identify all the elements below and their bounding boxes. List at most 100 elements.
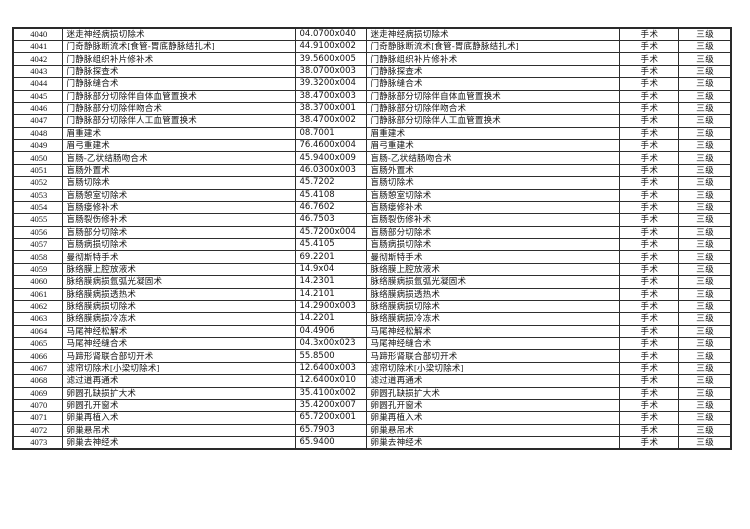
procedure-name: 盲肠瘘修补术 xyxy=(61,200,296,215)
row-number: 4050 xyxy=(12,151,63,165)
table-row: 4064 马尾神经松解术 04.4906 马尾神经松解术 手术 三级 xyxy=(12,324,732,339)
operation-type: 手术 xyxy=(618,275,679,289)
procedure-name-duplicate: 门静脉部分切除伴人工血管置换术 xyxy=(365,114,620,128)
procedure-name-duplicate: 脉络膜病损切除术 xyxy=(365,299,620,314)
table-row: 4073 卵巢去神经术 65.9400 卵巢去神经术 手术 三级 xyxy=(12,436,732,450)
procedure-code: 38.3700x001 xyxy=(294,101,367,116)
table-row: 4058 曼彻斯特手术 69.2201 曼彻斯特手术 手术 三级 xyxy=(12,250,732,264)
procedure-code: 35.4200x007 xyxy=(294,398,367,413)
operation-type: 手术 xyxy=(618,151,679,165)
operation-level: 三级 xyxy=(677,349,732,363)
procedure-name-duplicate: 盲肠病损切除术 xyxy=(365,237,620,252)
procedure-name-duplicate: 盲肠-乙状结肠吻合术 xyxy=(365,151,620,165)
table-row: 4051 盲肠外置术 46.0300x003 盲肠外置术 手术 三级 xyxy=(12,163,732,178)
procedure-name-duplicate: 盲肠部分切除术 xyxy=(365,225,620,240)
operation-level: 三级 xyxy=(677,299,732,314)
operation-type: 手术 xyxy=(618,386,679,400)
row-number: 4044 xyxy=(12,77,63,91)
procedure-code: 38.4700x003 xyxy=(294,89,367,103)
row-number: 4056 xyxy=(12,225,63,240)
table-row: 4067 滤帘切除术[小梁切除术] 12.6400x003 滤帘切除术[小梁切除… xyxy=(12,361,732,376)
procedure-name-duplicate: 滤过道再通术 xyxy=(365,374,620,388)
procedure-code: 04.4906 xyxy=(294,324,367,339)
operation-level: 三级 xyxy=(677,237,732,252)
procedure-code: 39.5600x005 xyxy=(294,52,367,66)
procedure-code: 76.4600x004 xyxy=(294,138,367,153)
row-number: 4070 xyxy=(12,398,63,413)
procedure-code: 12.6400x003 xyxy=(294,361,367,376)
operation-type: 手术 xyxy=(618,374,679,388)
table-row: 4040 迷走神经病损切除术 04.0700x040 迷走神经病损切除术 手术 … xyxy=(12,27,732,41)
row-number: 4072 xyxy=(12,423,63,438)
procedure-name-duplicate: 滤帘切除术[小梁切除术] xyxy=(365,361,620,376)
procedure-code: 12.6400x010 xyxy=(294,374,367,388)
procedure-name: 盲肠-乙状结肠吻合术 xyxy=(61,151,296,165)
table-row: 4046 门静脉部分切除伴吻合术 38.3700x001 门静脉部分切除伴吻合术… xyxy=(12,101,732,116)
procedure-table-body: 4040 迷走神经病损切除术 04.0700x040 迷走神经病损切除术 手术 … xyxy=(12,27,732,450)
procedure-name: 脉络膜病损透热术 xyxy=(61,287,296,301)
procedure-code: 55.8500 xyxy=(294,349,367,363)
procedure-name-duplicate: 眉弓重建术 xyxy=(365,138,620,153)
procedure-code: 04.3x00x023 xyxy=(294,336,367,351)
table-row: 4054 盲肠瘘修补术 46.7602 盲肠瘘修补术 手术 三级 xyxy=(12,200,732,215)
row-number: 4062 xyxy=(12,299,63,314)
procedure-code: 14.2301 xyxy=(294,275,367,289)
row-number: 4043 xyxy=(12,64,63,79)
operation-type: 手术 xyxy=(618,176,679,190)
procedure-name-duplicate: 盲肠切除术 xyxy=(365,176,620,190)
operation-level: 三级 xyxy=(677,126,732,141)
table-row: 4041 门奇静脉断流术[食管-胃底静脉结扎术] 44.9100x002 门奇静… xyxy=(12,39,732,54)
operation-level: 三级 xyxy=(677,287,732,301)
row-number: 4040 xyxy=(12,27,63,41)
operation-level: 三级 xyxy=(677,436,732,450)
procedure-name: 卵圆孔缺损扩大术 xyxy=(61,386,296,400)
procedure-name: 门奇静脉断流术[食管-胃底静脉结扎术] xyxy=(61,39,296,54)
table-row: 4060 脉络膜病损氩弧光凝固术 14.2301 脉络膜病损氩弧光凝固术 手术 … xyxy=(12,275,732,289)
procedure-code: 65.9400 xyxy=(294,436,367,450)
row-number: 4064 xyxy=(12,324,63,339)
procedure-code: 14.9x04 xyxy=(294,262,367,277)
operation-level: 三级 xyxy=(677,89,732,103)
procedure-code: 45.7200x004 xyxy=(294,225,367,240)
operation-level: 三级 xyxy=(677,262,732,277)
procedure-code: 46.0300x003 xyxy=(294,163,367,178)
procedure-name: 脉络膜病损氩弧光凝固术 xyxy=(61,275,296,289)
operation-level: 三级 xyxy=(677,336,732,351)
table-row: 4069 卵圆孔缺损扩大术 35.4100x002 卵圆孔缺损扩大术 手术 三级 xyxy=(12,386,732,400)
procedure-name: 盲肠外置术 xyxy=(61,163,296,178)
procedure-name-duplicate: 门静脉缝合术 xyxy=(365,77,620,91)
procedure-name-duplicate: 门静脉部分切除伴自体血管置换术 xyxy=(365,89,620,103)
table-row: 4066 马蹄形肾联合部切开术 55.8500 马蹄形肾联合部切开术 手术 三级 xyxy=(12,349,732,363)
procedure-code: 14.2900x003 xyxy=(294,299,367,314)
procedure-name: 门静脉部分切除伴人工血管置换术 xyxy=(61,114,296,128)
row-number: 4065 xyxy=(12,336,63,351)
operation-level: 三级 xyxy=(677,361,732,376)
procedure-code: 14.2101 xyxy=(294,287,367,301)
row-number: 4059 xyxy=(12,262,63,277)
procedure-code: 46.7503 xyxy=(294,213,367,227)
operation-level: 三级 xyxy=(677,176,732,190)
row-number: 4054 xyxy=(12,200,63,215)
procedure-name-duplicate: 脉络膜病损透热术 xyxy=(365,287,620,301)
procedure-name-duplicate: 门静脉部分切除伴吻合术 xyxy=(365,101,620,116)
procedure-name-duplicate: 盲肠外置术 xyxy=(365,163,620,178)
table-row: 4063 脉络膜病损冷冻术 14.2201 脉络膜病损冷冻术 手术 三级 xyxy=(12,312,732,326)
table-row: 4049 眉弓重建术 76.4600x004 眉弓重建术 手术 三级 xyxy=(12,138,732,153)
operation-level: 三级 xyxy=(677,200,732,215)
operation-level: 三级 xyxy=(677,225,732,240)
procedure-name-duplicate: 脉络膜病损氩弧光凝固术 xyxy=(365,275,620,289)
procedure-code: 14.2201 xyxy=(294,312,367,326)
table-row: 4045 门静脉部分切除伴自体血管置换术 38.4700x003 门静脉部分切除… xyxy=(12,89,732,103)
operation-type: 手术 xyxy=(618,64,679,79)
row-number: 4068 xyxy=(12,374,63,388)
table-row: 4072 卵巢悬吊术 65.7903 卵巢悬吊术 手术 三级 xyxy=(12,423,732,438)
procedure-code: 38.0700x003 xyxy=(294,64,367,79)
operation-type: 手术 xyxy=(618,237,679,252)
operation-type: 手术 xyxy=(618,188,679,202)
procedure-name-duplicate: 卵圆孔缺损扩大术 xyxy=(365,386,620,400)
operation-type: 手术 xyxy=(618,225,679,240)
procedure-name: 脉络膜病损切除术 xyxy=(61,299,296,314)
row-number: 4069 xyxy=(12,386,63,400)
operation-type: 手术 xyxy=(618,349,679,363)
